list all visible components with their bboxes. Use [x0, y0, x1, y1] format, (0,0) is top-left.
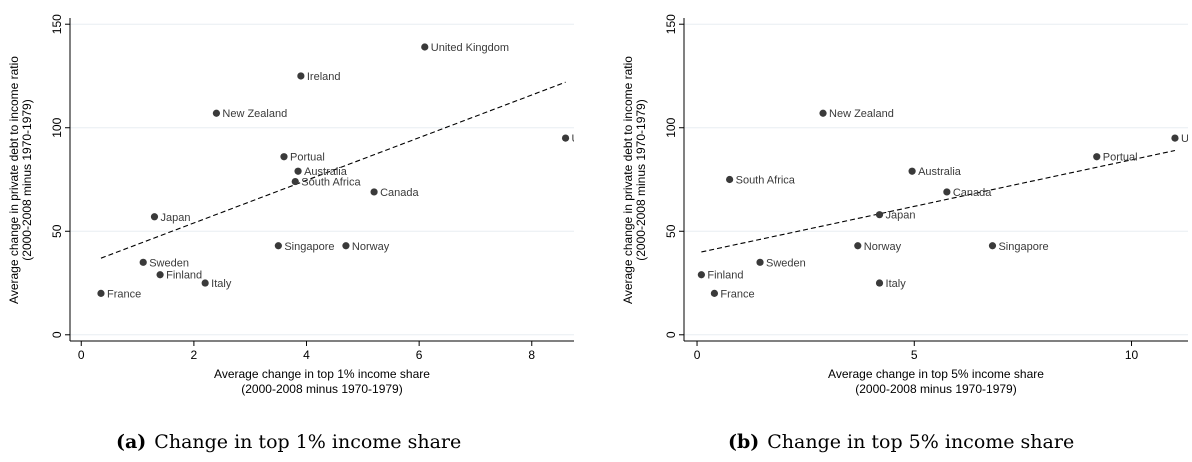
- y-axis-subtitle: (2000-2008 minus 1970-1979): [20, 99, 34, 260]
- data-point: [710, 289, 719, 297]
- caption: (a) Change in top 1% income share: [116, 431, 461, 453]
- y-tick-label: 100: [50, 117, 64, 137]
- data-point: [875, 279, 884, 287]
- plot-area: New Zealand Unit Portual Australia South Afr…: [697, 108, 1192, 300]
- x-axis-title: Average change in top 1% income share: [214, 367, 430, 381]
- data-point: [139, 258, 147, 266]
- panel-a: 0 50 100 150 0 2 4 6 8 Average change in top 1% i…: [7, 14, 592, 453]
- data-point: [697, 271, 705, 279]
- point-label: Italy: [211, 278, 232, 290]
- data-point: [1093, 153, 1101, 161]
- point-label: South Africa: [736, 175, 796, 187]
- y-tick-label: 150: [50, 14, 64, 34]
- point-label: Portual: [290, 152, 325, 164]
- point-label: New Zealand: [829, 108, 894, 120]
- x-tick-label: 2: [191, 348, 198, 362]
- point-label: Sweden: [766, 257, 806, 269]
- data-point: [280, 153, 288, 161]
- data-point: [756, 258, 764, 266]
- point-label: Norway: [352, 241, 390, 253]
- caption: (b) Change in top 5% income share: [728, 431, 1074, 453]
- data-point: [297, 72, 305, 80]
- data-point: [201, 279, 209, 287]
- point-label: Italy: [886, 278, 907, 290]
- point-label: Japan: [886, 210, 916, 222]
- point-label: Unit: [572, 133, 592, 145]
- y-axis-title: Average change in private debt to income…: [7, 56, 21, 304]
- x-tick-label: 6: [416, 348, 423, 362]
- fit-line: [100, 81, 566, 259]
- point-label: France: [720, 288, 754, 300]
- point-label: Australia: [918, 166, 962, 178]
- y-axis-title: Average change in private debt to income…: [621, 56, 635, 304]
- data-point: [908, 167, 916, 175]
- x-tick-label: 4: [303, 348, 310, 362]
- y-tick-label: 50: [664, 224, 678, 238]
- point-label: Japan: [160, 212, 190, 224]
- y-axis-subtitle: (2000-2008 minus 1970-1979): [634, 99, 648, 260]
- data-point: [988, 242, 997, 250]
- x-axis-title: Average change in top 5% income share: [828, 367, 1044, 381]
- data-point: [561, 134, 570, 142]
- y-tick-label: 0: [50, 331, 64, 338]
- x-axis-subtitle: (2000-2008 minus 1970-1979): [855, 382, 1016, 396]
- caption-tag: (b): [728, 431, 759, 453]
- data-point: [274, 242, 282, 250]
- point-label: Finland: [166, 270, 202, 282]
- data-point: [819, 109, 827, 117]
- data-point: [156, 271, 164, 279]
- data-point: [294, 167, 302, 175]
- caption-text: Change in top 1% income share: [154, 431, 461, 453]
- point-label: Sweden: [149, 257, 189, 269]
- fit-line: [701, 149, 1176, 253]
- plot-area: United Kingdom Ireland New Zealand Unit Port…: [97, 42, 592, 300]
- data-point: [150, 213, 159, 221]
- caption-text: Change in top 5% income share: [767, 431, 1074, 453]
- data-point: [854, 242, 862, 250]
- y-tick-label: 100: [664, 117, 678, 137]
- point-label: Singapore: [998, 241, 1048, 253]
- point-label: Canada: [380, 187, 419, 199]
- point-label: Norway: [864, 241, 902, 253]
- point-label: Singapore: [284, 241, 334, 253]
- x-tick-label: 10: [1125, 348, 1139, 362]
- data-point: [370, 188, 378, 196]
- point-label: Australia: [304, 166, 348, 178]
- y-tick-label: 0: [664, 331, 678, 338]
- point-label: South Africa: [301, 177, 361, 189]
- point-label: Canada: [953, 187, 992, 199]
- data-point: [943, 188, 951, 196]
- point-label: France: [107, 288, 141, 300]
- x-axis-subtitle: (2000-2008 minus 1970-1979): [241, 382, 402, 396]
- point-label: Unit: [1181, 133, 1192, 145]
- point-label: United Kingdom: [431, 42, 509, 54]
- point-label: Finland: [707, 270, 743, 282]
- data-point: [1171, 134, 1179, 142]
- data-point: [421, 43, 429, 51]
- point-label: Ireland: [307, 71, 341, 83]
- x-tick-label: 0: [694, 348, 701, 362]
- caption-tag: (a): [116, 431, 146, 453]
- data-point: [212, 109, 221, 117]
- x-tick-label: 5: [911, 348, 918, 362]
- data-point: [291, 177, 299, 186]
- data-point: [97, 289, 105, 297]
- data-point: [342, 242, 350, 250]
- data-point: [726, 175, 734, 184]
- data-point: [875, 211, 884, 219]
- panel-b: 0 50 100 150 0 5 10 Average change in top 5% in…: [621, 14, 1192, 453]
- y-tick-label: 150: [664, 14, 678, 34]
- y-tick-label: 50: [50, 224, 64, 238]
- point-label: Portual: [1103, 152, 1138, 164]
- x-tick-label: 0: [78, 348, 85, 362]
- point-label: New Zealand: [222, 108, 287, 120]
- x-tick-label: 8: [528, 348, 535, 362]
